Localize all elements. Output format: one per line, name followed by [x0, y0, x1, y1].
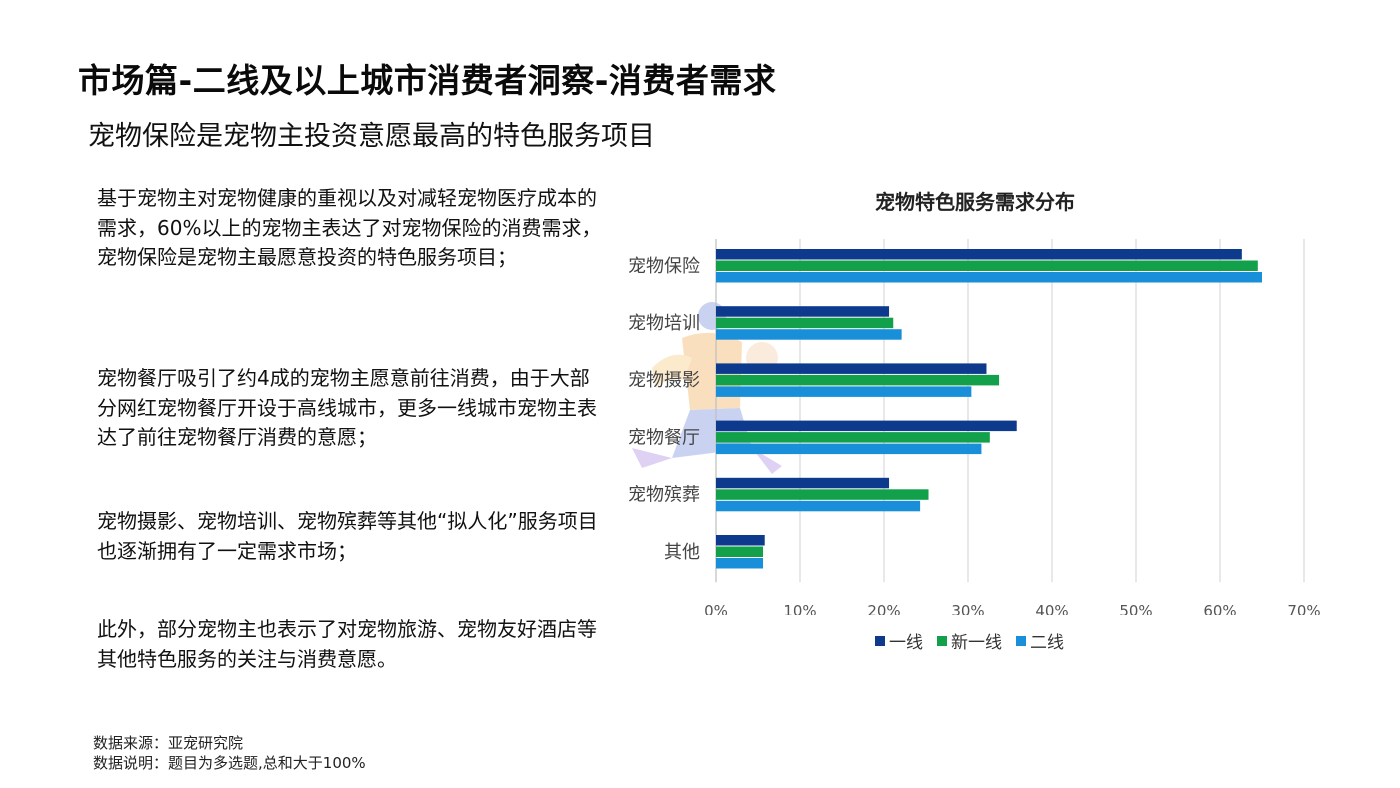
page-title: 市场篇-二线及以上城市消费者洞察-消费者需求 [78, 61, 777, 100]
category-label: 宠物餐厅 [628, 427, 700, 448]
paragraph-insurance: 基于宠物主对宠物健康的重视以及对减轻宠物医疗成本的需求，60%以上的宠物主表达了… [97, 186, 602, 269]
category-label: 宠物保险 [628, 256, 700, 277]
bar [716, 272, 1262, 283]
bar [716, 477, 890, 489]
bar [716, 443, 982, 455]
bar-chart: 0% 10% 20% 30% 40% 50% 60% 70% 宠物保险宠物培训宠物摄影宠物餐厅宠… [628, 239, 1321, 615]
bar [716, 306, 890, 317]
legend-swatch [937, 635, 947, 646]
bar [716, 260, 1258, 271]
x-tick-label: 30% [951, 602, 984, 615]
legend-swatch [1016, 635, 1026, 646]
bar [716, 374, 1000, 386]
paragraph-travel-hotel: 此外，部分宠物主也表示了对宠物旅游、宠物友好酒店等其他特色服务的关注与消费意愿。 [97, 617, 597, 671]
legend-label: 新一线 [951, 633, 1002, 653]
x-tick-label: 60% [1203, 602, 1236, 615]
chart-legend: 一线 新一线 二线 [875, 628, 1064, 653]
legend-swatch [875, 635, 885, 646]
data-source: 数据来源：亚宠研究院 [93, 734, 244, 752]
bar [716, 558, 764, 569]
bar [716, 249, 1242, 260]
category-label: 宠物培训 [628, 313, 700, 334]
bar [716, 363, 987, 374]
chart-title: 宠物特色服务需求分布 [875, 190, 1075, 214]
bar [716, 489, 929, 500]
bar [716, 386, 972, 397]
legend-label: 二线 [1030, 633, 1064, 653]
bar [716, 535, 765, 546]
data-note: 数据说明：题目为多选题,总和大于100% [93, 754, 366, 772]
x-tick-label: 50% [1119, 602, 1152, 615]
x-tick-label: 20% [867, 602, 900, 615]
category-label: 宠物摄影 [628, 370, 700, 391]
x-tick-label: 70% [1287, 602, 1320, 615]
bar [716, 329, 902, 340]
bar [716, 546, 764, 557]
paragraph-restaurant: 宠物餐厅吸引了约4成的宠物主愿意前往消费，由于大部分网红宠物餐厅开设于高线城市，… [97, 366, 597, 449]
page-subtitle: 宠物保险是宠物主投资意愿最高的特色服务项目 [88, 121, 655, 152]
legend-item: 一线 [875, 628, 923, 653]
category-label: 宠物殡葬 [628, 485, 700, 506]
legend-item: 新一线 [937, 628, 1002, 653]
bar [716, 432, 990, 443]
x-tick-label: 40% [1035, 602, 1068, 615]
bar [716, 500, 921, 512]
bar [716, 420, 1017, 432]
x-tick-label: 0% [704, 602, 728, 615]
bar [716, 317, 894, 329]
paragraph-other-services: 宠物摄影、宠物培训、宠物殡葬等其他“拟人化”服务项目也逐渐拥有了一定需求市场； [97, 509, 598, 563]
category-label: 其他 [664, 542, 700, 563]
x-tick-label: 10% [783, 602, 816, 615]
legend-item: 二线 [1016, 628, 1064, 653]
legend-label: 一线 [889, 633, 923, 653]
